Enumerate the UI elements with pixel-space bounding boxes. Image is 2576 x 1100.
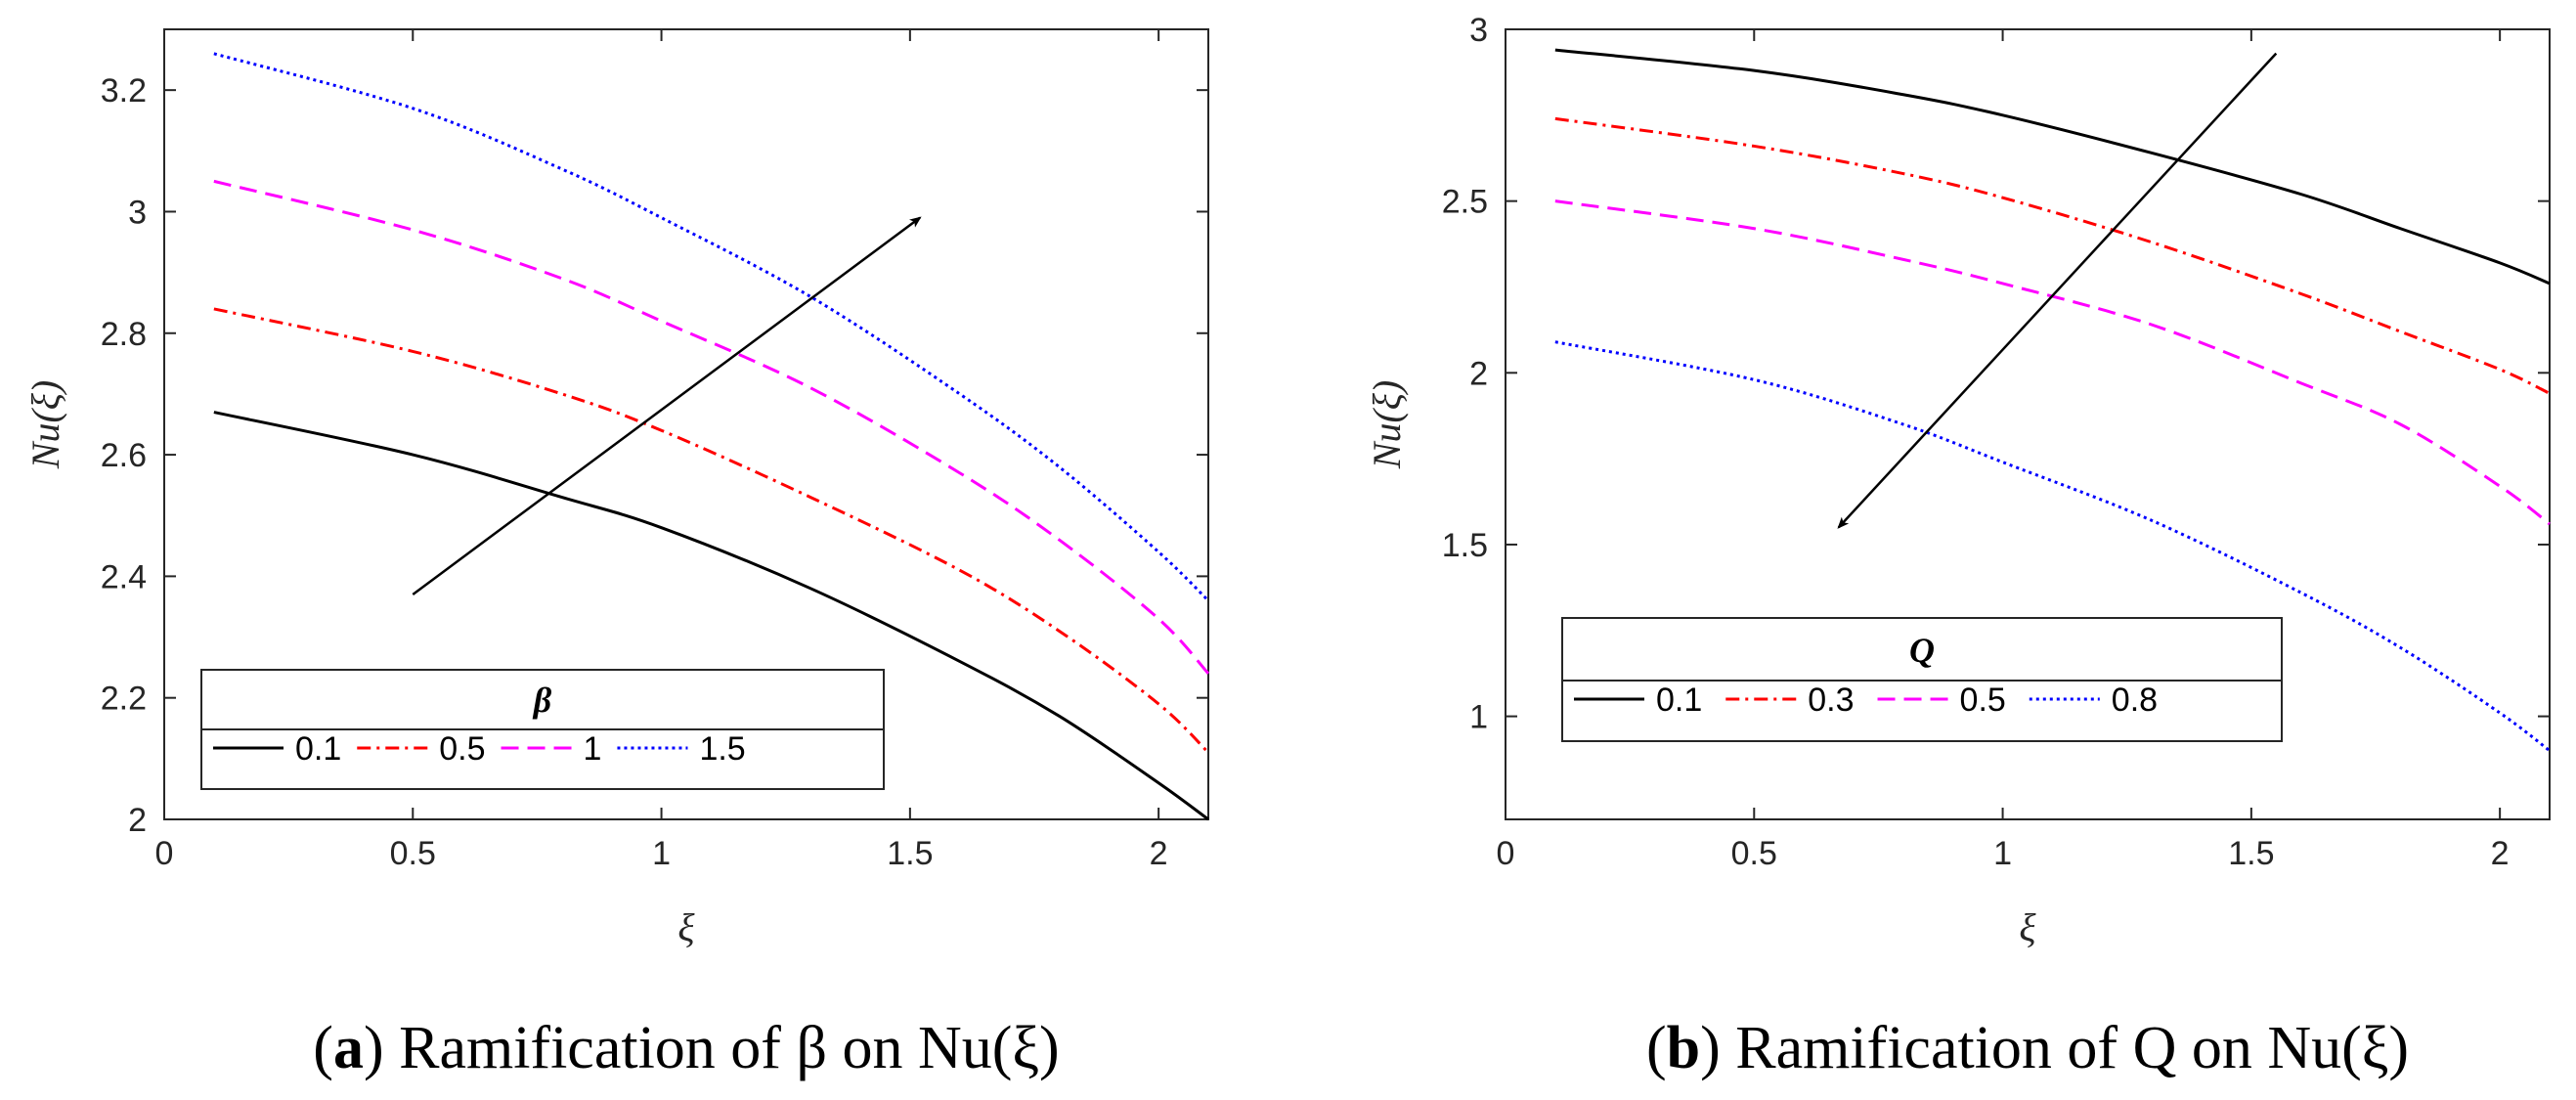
x-tick-label: 1 <box>652 835 671 872</box>
caption-b-letter: b <box>1667 1015 1700 1081</box>
caption-b-open: ( <box>1646 1015 1667 1081</box>
x-tick-label: 0.5 <box>390 835 436 872</box>
x-axis-label-a: ξ <box>677 905 695 949</box>
trend-arrow-b <box>1837 52 2278 529</box>
x-tick-label: 2 <box>1150 835 1168 872</box>
x-tick-label: 1.5 <box>2228 835 2274 872</box>
legend-label-0.1: 0.1 <box>295 730 341 768</box>
series-line-0.5 <box>213 307 1210 754</box>
y-tick-label: 2 <box>1469 355 1488 392</box>
x-tick-label: 0.5 <box>1731 835 1777 872</box>
legend-items-b: 0.1 0.3 0.5 0.8 <box>1574 682 2158 719</box>
y-tick-label: 2.2 <box>101 681 147 718</box>
caption-a-open: ( <box>313 1015 333 1081</box>
y-tick-label: 3 <box>1469 12 1488 49</box>
x-tick-label: 2 <box>2491 835 2510 872</box>
y-tick-label: 2 <box>128 802 147 839</box>
caption-a-text: Ramification of β on Nu(ξ) <box>399 1015 1060 1081</box>
y-tick-label: 2.8 <box>101 316 147 353</box>
legend-label-0.5: 0.5 <box>439 730 485 768</box>
x-tick-label: 1 <box>1993 835 2012 872</box>
caption-a: (a) Ramification of β on Nu(ξ) <box>313 1015 1059 1081</box>
caption-b-close: ) <box>1700 1015 1721 1081</box>
legend-items-a: 0.1 0.5 1 1.5 <box>213 730 746 768</box>
legend-title-b: Q <box>1909 631 1935 670</box>
ticks-b: 0 0.5 1 1.5 2 1 1.5 2 2.5 3 <box>1442 12 2550 872</box>
y-tick-label: 2.4 <box>101 558 147 595</box>
caption-b-text: Ramification of Q on Nu(ξ) <box>1735 1015 2409 1081</box>
legend-a: β 0.1 0.5 1 1.5 <box>200 669 885 790</box>
series-line-0.1 <box>1554 48 2551 286</box>
legend-label-0.3: 0.3 <box>1808 682 1854 719</box>
legend-label-1: 1 <box>584 730 602 768</box>
y-tick-label: 3 <box>128 194 147 231</box>
y-tick-label: 2.5 <box>1442 184 1488 221</box>
series-layer-b <box>1554 48 2551 752</box>
series-line-0.3 <box>1554 116 2551 395</box>
panel-b: 0 0.5 1 1.5 211.522.53 ξ Nu(ξ) Q 0.1 0.3 0.5 0.… <box>1365 12 2551 1081</box>
y-axis-label-b: Nu(ξ) <box>1365 380 1409 469</box>
series-layer-a <box>213 52 1210 821</box>
panel-a: 0 0.5 1 1.5 2 2 2.2 2.4 2.6 2.8 3 3.2 ξ Nu(ξ) β 0.1… <box>23 28 1210 1081</box>
legend-b: Q 0.1 0.3 0.5 0.8 <box>1561 617 2283 742</box>
x-tick-label: 0 <box>155 835 174 872</box>
y-axis-label-a: Nu(ξ) <box>23 380 67 469</box>
trend-arrow-a <box>412 216 922 596</box>
series-line-1.5 <box>213 52 1210 602</box>
y-tick-label: 1 <box>1469 699 1488 736</box>
caption-a-close: ) <box>364 1015 384 1081</box>
legend-label-0.1: 0.1 <box>1656 682 1702 719</box>
series-line-0.1 <box>213 411 1209 821</box>
x-tick-label: 0 <box>1497 835 1515 872</box>
x-axis-label-b: ξ <box>2019 905 2036 949</box>
legend-label-0.5: 0.5 <box>1960 682 2006 719</box>
series-line-1 <box>213 179 1210 675</box>
series-line-0.5 <box>1554 199 2551 526</box>
legend-label-1.5: 1.5 <box>699 730 745 768</box>
y-tick-label: 2.6 <box>101 437 147 474</box>
ticks-a: 0 0.5 1 1.5 2 2 2.2 2.4 2.6 2.8 3 3.2 <box>101 29 1208 872</box>
x-tick-label: 1.5 <box>887 835 933 872</box>
y-tick-label: 1.5 <box>1442 527 1488 564</box>
legend-title-a: β <box>532 681 552 720</box>
legend-label-0.8: 0.8 <box>2112 682 2158 719</box>
series-line-0.8 <box>1554 340 2551 752</box>
caption-a-letter: a <box>333 1015 364 1081</box>
y-tick-label: 3.2 <box>101 72 147 110</box>
caption-b: (b) Ramification of Q on Nu(ξ) <box>1646 1015 2409 1081</box>
